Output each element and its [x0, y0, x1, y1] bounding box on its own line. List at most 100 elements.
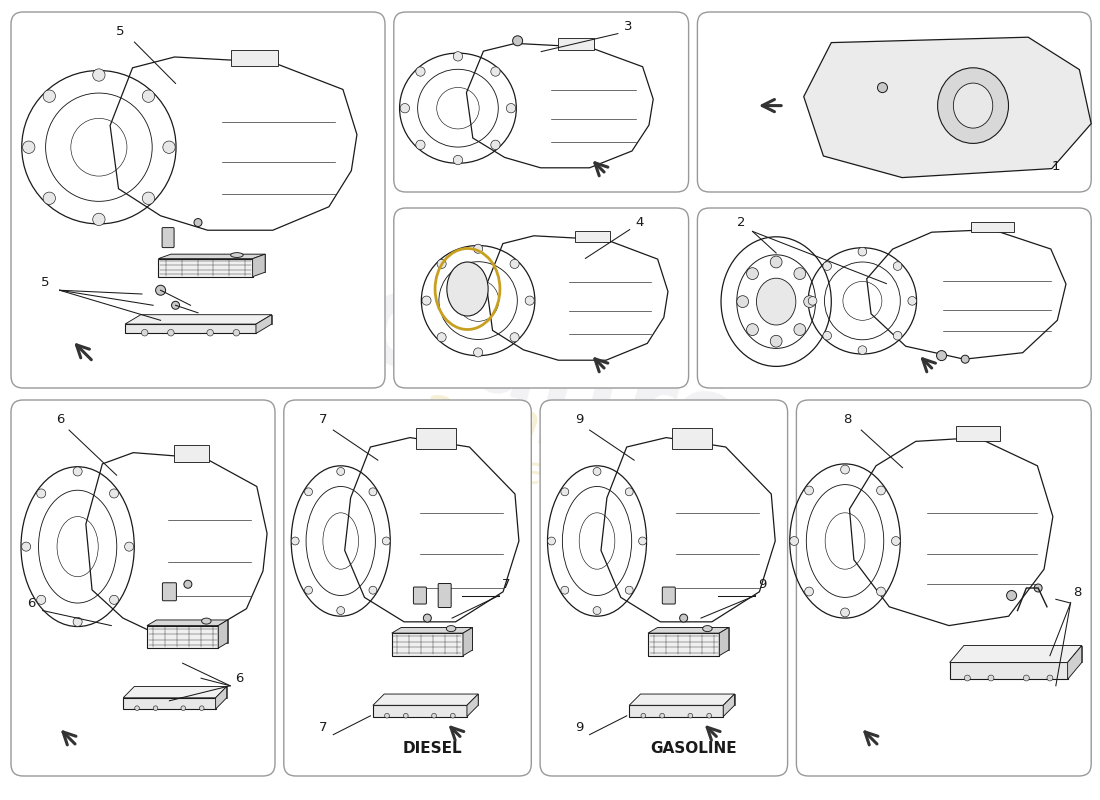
FancyBboxPatch shape	[162, 227, 174, 248]
Circle shape	[180, 706, 186, 710]
FancyBboxPatch shape	[284, 400, 531, 776]
Polygon shape	[558, 38, 594, 50]
Polygon shape	[373, 694, 478, 706]
Polygon shape	[719, 627, 729, 656]
Circle shape	[110, 489, 119, 498]
Polygon shape	[158, 254, 265, 258]
Circle shape	[891, 537, 900, 546]
Polygon shape	[170, 254, 265, 272]
Text: GASOLINE: GASOLINE	[650, 742, 737, 757]
Circle shape	[43, 90, 55, 102]
Text: 7: 7	[502, 578, 510, 591]
Polygon shape	[629, 694, 735, 706]
Ellipse shape	[954, 83, 993, 128]
Polygon shape	[373, 706, 466, 717]
Circle shape	[400, 103, 409, 113]
Circle shape	[893, 331, 902, 340]
Circle shape	[451, 714, 455, 718]
Circle shape	[163, 141, 175, 154]
Circle shape	[660, 714, 664, 718]
Circle shape	[383, 537, 390, 545]
Circle shape	[1047, 675, 1053, 681]
Circle shape	[184, 580, 191, 588]
Circle shape	[804, 296, 815, 307]
Circle shape	[453, 155, 463, 165]
Polygon shape	[804, 37, 1091, 178]
Polygon shape	[392, 627, 473, 633]
Circle shape	[513, 36, 522, 46]
Circle shape	[936, 350, 947, 361]
Circle shape	[794, 268, 805, 279]
Circle shape	[92, 214, 106, 226]
Text: 4: 4	[636, 216, 644, 229]
Circle shape	[961, 355, 969, 363]
Circle shape	[43, 192, 55, 205]
Circle shape	[707, 714, 712, 718]
Polygon shape	[629, 706, 724, 717]
Circle shape	[404, 714, 408, 718]
Circle shape	[124, 542, 133, 551]
Text: 6: 6	[56, 413, 64, 426]
Circle shape	[858, 346, 867, 354]
Circle shape	[194, 218, 202, 226]
Circle shape	[747, 324, 758, 335]
Circle shape	[561, 488, 569, 496]
Circle shape	[491, 67, 501, 76]
FancyBboxPatch shape	[662, 587, 675, 604]
Polygon shape	[416, 428, 455, 449]
Text: a passion: a passion	[416, 381, 684, 479]
Polygon shape	[123, 686, 227, 698]
FancyBboxPatch shape	[11, 12, 385, 388]
Circle shape	[805, 587, 814, 596]
Text: 3: 3	[624, 20, 632, 33]
FancyBboxPatch shape	[697, 208, 1091, 388]
Ellipse shape	[703, 626, 712, 632]
Circle shape	[770, 256, 782, 268]
Circle shape	[840, 465, 849, 474]
Polygon shape	[640, 694, 735, 706]
Circle shape	[305, 488, 312, 496]
Circle shape	[142, 192, 155, 205]
Circle shape	[167, 330, 174, 336]
Ellipse shape	[447, 262, 488, 316]
Circle shape	[337, 467, 344, 475]
Polygon shape	[672, 428, 712, 449]
Circle shape	[823, 331, 832, 340]
Circle shape	[878, 82, 888, 93]
Circle shape	[858, 247, 867, 256]
Circle shape	[416, 140, 425, 150]
Circle shape	[737, 296, 749, 307]
Polygon shape	[463, 627, 473, 656]
Circle shape	[1034, 584, 1042, 592]
FancyBboxPatch shape	[394, 208, 689, 388]
Polygon shape	[231, 50, 278, 66]
Polygon shape	[134, 686, 227, 698]
Polygon shape	[648, 633, 719, 656]
Circle shape	[965, 675, 970, 681]
Text: since 1956: since 1956	[442, 438, 658, 512]
Circle shape	[625, 586, 634, 594]
Text: 2: 2	[737, 216, 746, 229]
Text: 9: 9	[574, 721, 583, 734]
Circle shape	[431, 714, 437, 718]
Circle shape	[823, 262, 832, 270]
Circle shape	[688, 714, 693, 718]
Polygon shape	[158, 258, 253, 277]
Circle shape	[73, 618, 82, 626]
Circle shape	[134, 706, 140, 710]
Ellipse shape	[447, 626, 455, 632]
Circle shape	[368, 488, 377, 496]
Text: 5: 5	[116, 25, 124, 38]
Circle shape	[893, 262, 902, 270]
Circle shape	[747, 268, 758, 279]
FancyBboxPatch shape	[540, 400, 788, 776]
Polygon shape	[147, 620, 228, 626]
Circle shape	[172, 302, 179, 310]
Polygon shape	[648, 627, 729, 633]
Circle shape	[790, 537, 799, 546]
Circle shape	[877, 486, 886, 495]
Circle shape	[142, 330, 148, 336]
Circle shape	[625, 488, 634, 496]
Circle shape	[840, 608, 849, 617]
FancyBboxPatch shape	[414, 587, 427, 604]
